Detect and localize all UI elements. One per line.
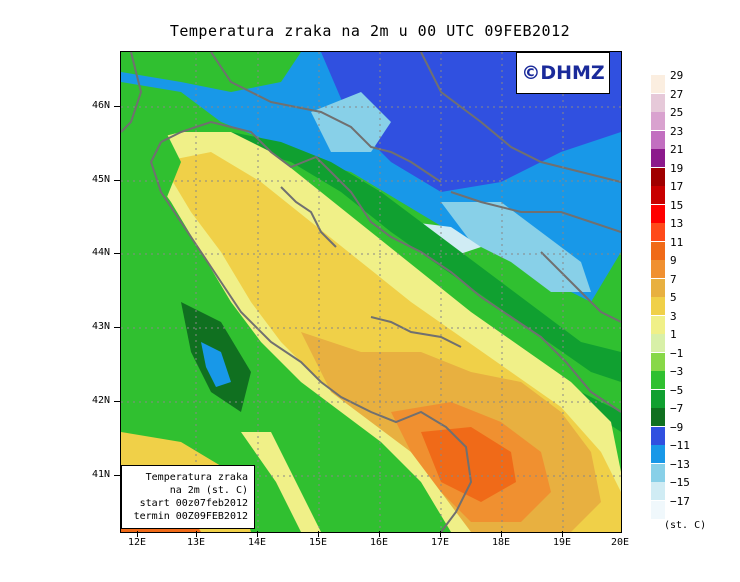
legend-swatch — [651, 463, 665, 482]
legend-level-label: 1 — [670, 328, 677, 341]
legend-swatch — [651, 445, 665, 463]
legend-swatch — [651, 482, 665, 500]
legend-swatch — [651, 186, 665, 204]
legend-level-label: 7 — [670, 272, 677, 286]
legend-swatch — [651, 408, 665, 426]
legend-swatch — [651, 223, 665, 241]
info-line-variable: Temperatura zraka — [145, 472, 248, 483]
lon-label-13e: 13E — [186, 537, 206, 548]
lon-label-17e: 17E — [430, 537, 450, 548]
info-line-unit: na 2m (st. C) — [169, 485, 248, 496]
lon-label-15e: 15E — [308, 537, 328, 548]
legend-level-label: −3 — [670, 365, 684, 378]
lat-label-45n: 45N — [92, 174, 111, 185]
legend-swatch — [651, 204, 665, 223]
legend-level-label: 15 — [670, 198, 684, 212]
legend-swatch — [651, 130, 665, 149]
legend-level-label: 25 — [670, 106, 684, 119]
legend-level-label: 13 — [670, 217, 684, 230]
map-canvas — [121, 52, 621, 532]
legend-swatch — [651, 278, 665, 297]
map-title: Temperatura zraka na 2m u 00 UTC 09FEB20… — [169, 22, 571, 40]
legend-level-label: −17 — [670, 494, 690, 508]
lon-label-18e: 18E — [491, 537, 511, 548]
lon-label-16e: 16E — [369, 537, 389, 548]
lat-label-46n: 46N — [92, 100, 111, 111]
lat-label-43n: 43N — [92, 321, 111, 332]
temperature-map — [120, 51, 622, 533]
lon-label-14e: 14E — [247, 537, 267, 548]
legend-swatch — [651, 112, 665, 130]
legend-swatch — [651, 149, 665, 167]
lat-label-44n: 44N — [92, 247, 111, 258]
legend-level-label: 21 — [670, 143, 684, 156]
lon-tick — [137, 531, 138, 537]
info-line-termin: termin 00Z09FEB2012 — [133, 511, 248, 522]
lon-tick — [318, 531, 319, 537]
legend-swatch — [651, 297, 665, 315]
lon-label-12e: 12E — [127, 537, 147, 548]
lat-tick — [114, 253, 120, 254]
legend-swatch — [651, 389, 665, 408]
lat-tick — [114, 180, 120, 181]
legend-level-label: −7 — [670, 402, 684, 415]
forecast-info-box: Temperatura zraka na 2m (st. C) start 00… — [121, 465, 255, 529]
legend-swatch — [651, 352, 665, 371]
legend-swatch — [651, 93, 665, 112]
legend-level-label: 5 — [670, 291, 677, 304]
legend-swatch — [651, 334, 665, 352]
legend-swatch — [651, 315, 665, 334]
lon-tick — [501, 531, 502, 537]
legend-level-label: 17 — [670, 180, 684, 193]
legend-level-label: 19 — [670, 161, 684, 175]
legend-level-label: 23 — [670, 124, 684, 138]
legend-swatch — [651, 75, 665, 93]
lon-label-19e: 19E — [552, 537, 572, 548]
lon-tick — [196, 531, 197, 537]
lon-tick — [257, 531, 258, 537]
legend-level-label: −5 — [670, 383, 684, 397]
lon-tick — [562, 531, 563, 537]
legend-swatch — [651, 241, 665, 260]
legend-level-label: −11 — [670, 439, 690, 452]
lat-tick — [114, 106, 120, 107]
legend-level-label: 29 — [670, 69, 684, 82]
legend-level-label: −1 — [670, 346, 684, 360]
legend-level-label: 11 — [670, 235, 684, 249]
lat-label-42n: 42N — [92, 395, 111, 406]
legend-level-label: 3 — [670, 309, 677, 323]
legend-level-label: 27 — [670, 87, 684, 101]
legend-swatch — [651, 500, 665, 519]
info-line-start: start 00z07feb2012 — [139, 498, 248, 509]
legend-level-label: −15 — [670, 476, 690, 489]
lat-tick — [114, 401, 120, 402]
legend-swatch — [651, 426, 665, 445]
lat-label-41n: 41N — [92, 469, 111, 480]
lon-tick — [379, 531, 380, 537]
lon-label-20e: 20E — [610, 537, 630, 548]
lat-tick — [114, 475, 120, 476]
dhmz-logo: ©DHMZ — [516, 52, 610, 94]
lon-tick — [440, 531, 441, 537]
legend-level-label: −9 — [670, 420, 684, 434]
legend-swatch — [651, 167, 665, 186]
legend-level-label: −13 — [670, 457, 690, 471]
lat-tick — [114, 327, 120, 328]
legend-swatch — [651, 371, 665, 389]
legend-swatch — [651, 260, 665, 278]
legend-level-label: 9 — [670, 254, 677, 267]
legend-unit: (st. C) — [664, 520, 707, 531]
